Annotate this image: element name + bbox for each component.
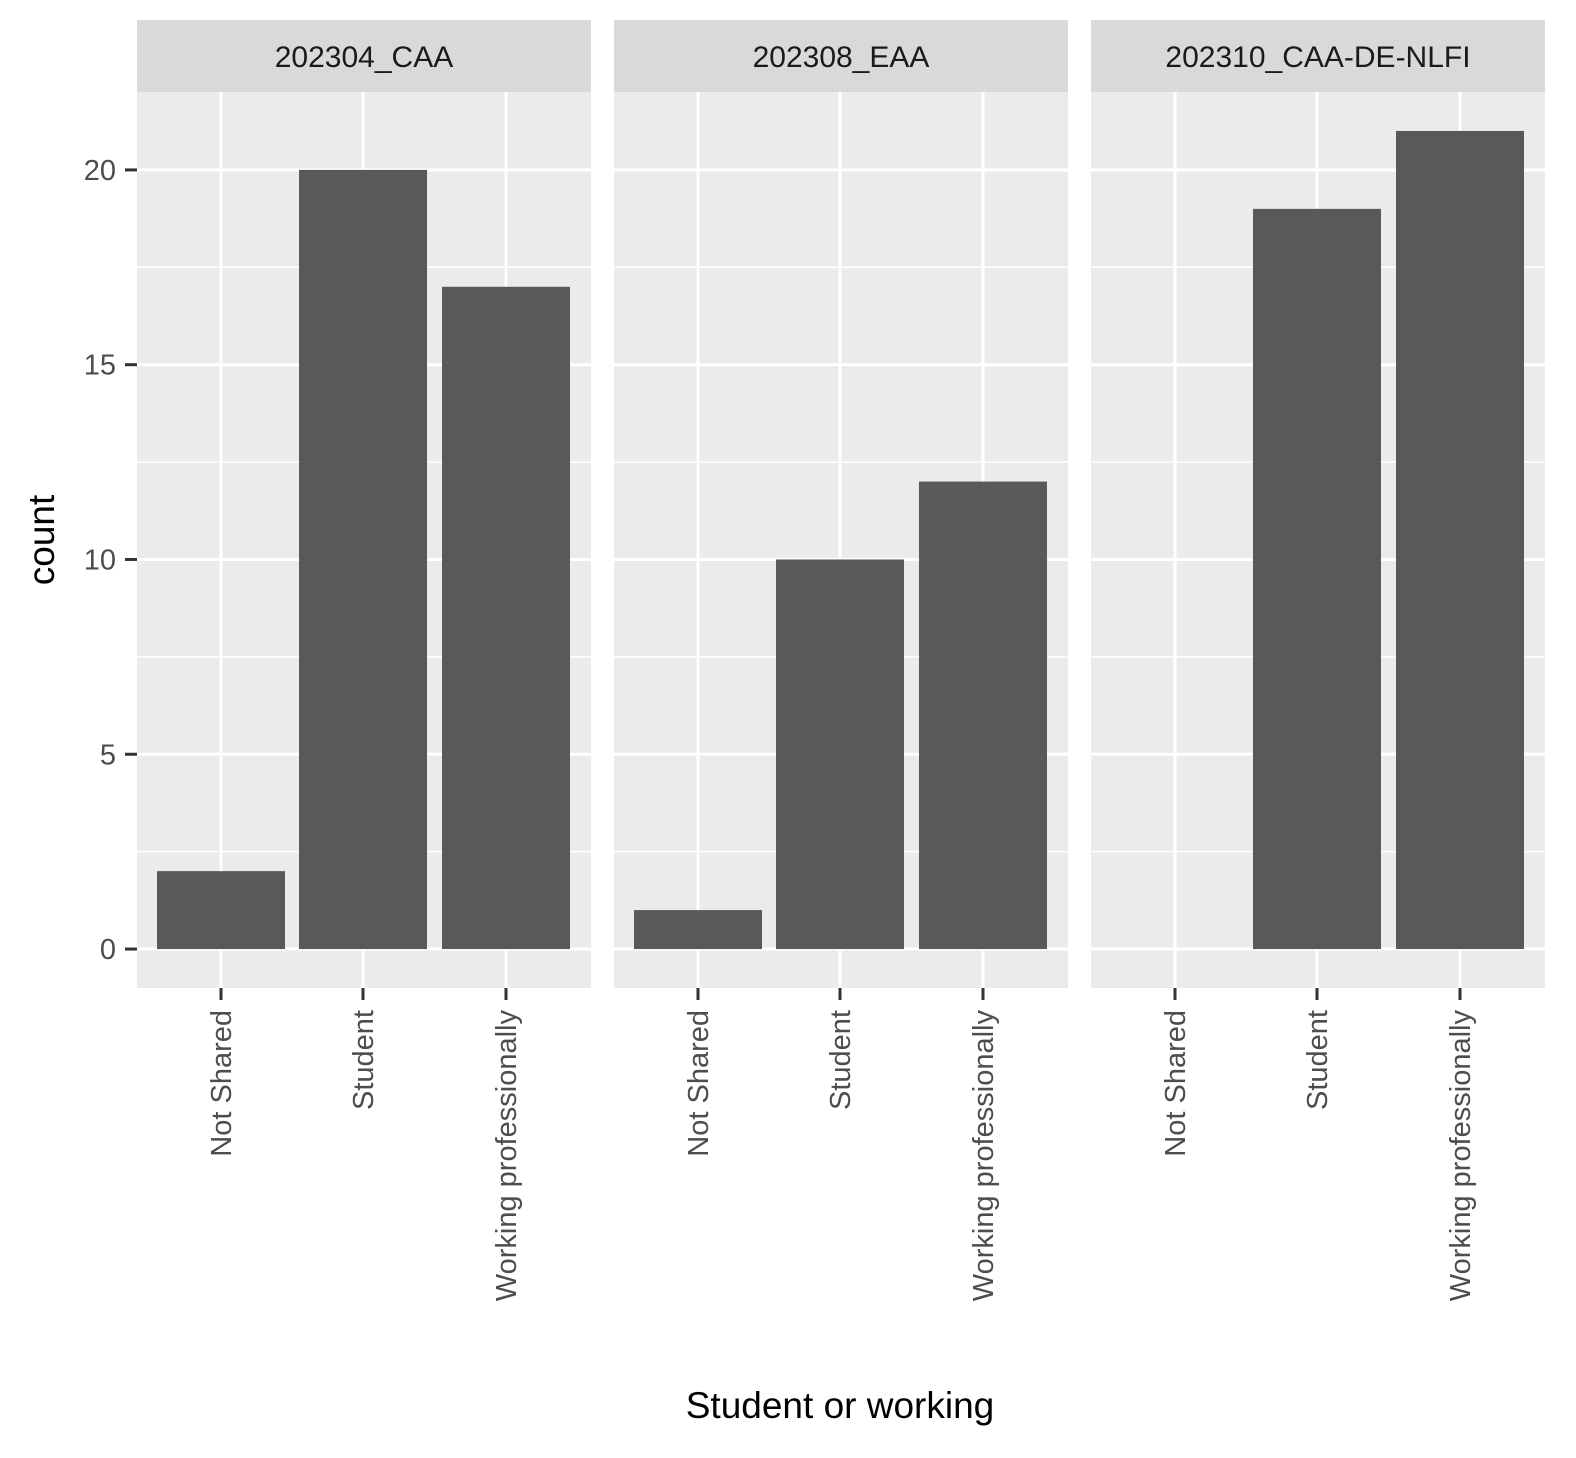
facet-strip (1091, 20, 1545, 92)
y-tick-label: 0 (100, 934, 116, 966)
facet-strip (137, 20, 591, 92)
x-tick-label: Student (825, 1010, 857, 1110)
facet-strip-label: 202308_EAA (753, 41, 930, 74)
y-axis: 0 5 10 15 20 (84, 155, 137, 966)
facet-panel: 202304_CAA Not Shared Student Working profe… (137, 20, 591, 1301)
bar (299, 169, 427, 950)
x-tick-label: Working professionally (491, 1010, 523, 1302)
x-tick-label: Working professionally (968, 1010, 1000, 1302)
bar (442, 286, 570, 950)
x-tick-label: Not Shared (1160, 1010, 1192, 1157)
x-tick-label: Student (1302, 1010, 1334, 1110)
y-tick-label: 5 (100, 739, 116, 771)
facet-strip (614, 20, 1068, 92)
bar (1253, 208, 1381, 950)
bar (919, 481, 1047, 950)
facet-panel: 202308_EAA Not Shared Student Working profe… (614, 20, 1068, 1301)
facet-panels: 202304_CAA Not Shared Student Working profe… (137, 20, 1545, 1301)
x-tick-label: Working professionally (1445, 1010, 1477, 1302)
x-tick-label: Student (348, 1010, 380, 1110)
facet-panel: 202310_CAA-DE-NLFI Not Shared Student Worki… (1091, 20, 1545, 1301)
y-tick-label: 20 (84, 155, 116, 187)
bar (776, 559, 904, 950)
x-axis-title: Student or working (686, 1385, 995, 1426)
y-tick-label: 15 (84, 350, 116, 382)
x-tick-label: Not Shared (206, 1010, 238, 1157)
y-tick-label: 10 (84, 544, 116, 576)
y-axis-title: count (21, 494, 62, 585)
bar (157, 871, 285, 950)
x-tick-label: Not Shared (683, 1010, 715, 1157)
facet-strip-label: 202310_CAA-DE-NLFI (1165, 41, 1470, 74)
facet-strip-label: 202304_CAA (275, 41, 453, 74)
bar (634, 910, 762, 950)
bar (1396, 130, 1524, 950)
